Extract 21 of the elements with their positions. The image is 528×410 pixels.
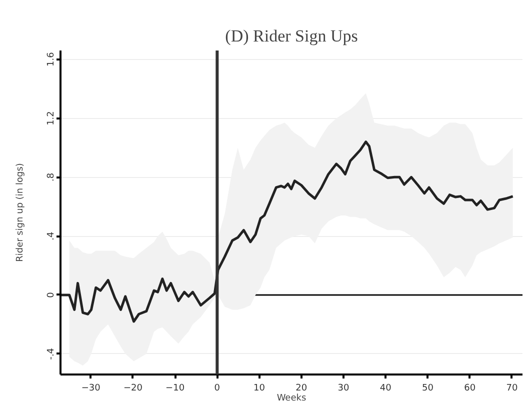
x-tick-label: 20 <box>296 384 308 394</box>
y-axis-title: Rider sign up (in logs) <box>16 163 26 262</box>
x-tick-label: 60 <box>464 384 476 394</box>
x-tick-label: 50 <box>422 384 434 394</box>
x-tick-label: −30 <box>81 384 101 394</box>
x-tick-label: −10 <box>166 384 185 394</box>
line-series <box>60 140 514 323</box>
x-axis-title: Weeks <box>276 394 306 404</box>
x-tick-label: −20 <box>123 384 143 394</box>
x-tick-label: 10 <box>254 384 266 394</box>
y-tick-label: .8 <box>46 172 56 182</box>
y-tick-label: -.4 <box>46 348 56 360</box>
y-tick-label: 0 <box>46 292 56 298</box>
x-tick-label: 70 <box>506 384 518 394</box>
x-tick-label: 0 <box>214 384 220 394</box>
y-tick-label: 1.6 <box>46 52 56 66</box>
y-tick-label: .4 <box>46 231 56 240</box>
x-tick-label: 40 <box>380 384 392 394</box>
chart-title: (D) Rider Sign Ups <box>225 26 358 46</box>
x-tick-label: 30 <box>338 384 350 394</box>
y-tick-label: 1.2 <box>46 111 56 126</box>
